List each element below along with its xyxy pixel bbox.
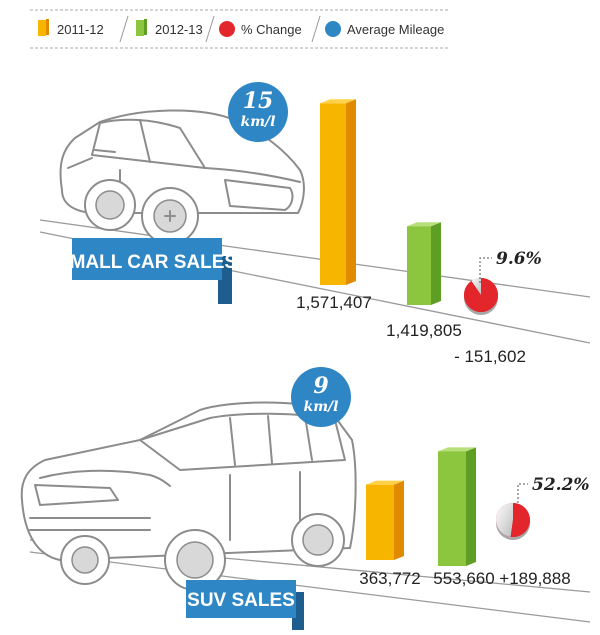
bar-suv-2012-13 [438, 451, 466, 566]
legend-label-2011-12: 2011-12 [57, 22, 104, 37]
legend-swatch-2012-13 [136, 20, 144, 36]
bar-suv-2011-12-side [394, 480, 404, 560]
legend-separator [311, 15, 321, 43]
legend-separator [205, 15, 215, 43]
banner-face [72, 238, 222, 280]
mileage-value: 9 [313, 373, 328, 399]
callout-leader [479, 257, 492, 283]
mileage-value: 15 [243, 88, 274, 114]
bar-suv-2012-13-top [438, 447, 476, 452]
legend-item-mileage: Average Mileage [325, 21, 444, 37]
small-car-value-2012-13: 1,419,805 [386, 321, 462, 340]
ground-line [29, 551, 591, 623]
callout-leader [517, 483, 528, 503]
legend-item-2011-12: 2011-12 [38, 19, 104, 37]
bar-small-car-2012-13-side [431, 222, 441, 305]
bar-suv-2011-12-top [366, 480, 404, 485]
legend-swatch-2011-12-side [46, 19, 49, 35]
mileage-circle [228, 82, 288, 142]
bar-small-car-2011-12 [320, 103, 346, 286]
section-small-car: 15 km/l 9.6% SMALL CAR SALES 1,571,407 1… [39, 82, 591, 366]
legend-swatch-mileage [325, 21, 341, 37]
legend: 2011-12 2012-13 % Change Average Mileage [30, 9, 448, 49]
suv-bars [366, 447, 476, 566]
suv-change-pie [496, 503, 531, 540]
suv-value-2011-12: 363,772 [359, 569, 420, 588]
small-car-banner: SMALL CAR SALES [57, 238, 237, 304]
pie-suv-slice [510, 503, 531, 537]
small-car-bars [320, 99, 441, 305]
pie-small-car-remainder [471, 278, 481, 295]
banner-face [186, 580, 296, 618]
legend-label-change: % Change [241, 22, 302, 37]
legend-item-change: % Change [219, 21, 302, 37]
ground-line [39, 219, 591, 298]
bar-suv-2011-12 [366, 484, 394, 560]
small-car-title: SMALL CAR SALES [57, 252, 237, 273]
suv-change-value: +189,888 [499, 569, 570, 588]
legend-label-mileage: Average Mileage [347, 22, 444, 37]
bar-suv-2012-13-side [466, 447, 476, 566]
small-car-change-pie [463, 278, 498, 315]
mileage-unit: km/l [241, 114, 276, 130]
suv-banner: SUV SALES [186, 580, 304, 630]
suv-illustration [20, 401, 357, 591]
suv-mileage-badge: 9 km/l [291, 367, 351, 427]
bar-small-car-2011-12-side [346, 99, 356, 286]
mileage-unit: km/l [304, 399, 339, 415]
small-car-illustration [59, 109, 305, 245]
pie-small-car-slice [463, 278, 498, 312]
suv-percent-change: 52.2% [532, 475, 590, 495]
bar-small-car-2011-12-top [320, 99, 356, 104]
suv-title: SUV SALES [187, 590, 295, 611]
legend-swatch-2012-13-side [144, 19, 147, 35]
small-car-mileage-badge: 15 km/l [228, 82, 288, 142]
small-car-percent-change: 9.6% [496, 249, 542, 269]
small-car-value-2011-12: 1,571,407 [296, 293, 372, 312]
bar-small-car-2012-13 [407, 226, 431, 305]
mileage-circle [291, 367, 351, 427]
section-suv: 9 km/l 52.2% SUV SALES 363,772 553,660 +… [20, 367, 591, 630]
bar-small-car-2012-13-top [407, 222, 441, 227]
legend-separator [119, 15, 129, 43]
small-car-change-value: - 151,602 [454, 347, 526, 366]
legend-label-2012-13: 2012-13 [155, 22, 203, 37]
legend-swatch-2011-12 [38, 20, 46, 36]
legend-swatch-change [219, 21, 235, 37]
suv-value-2012-13: 553,660 [433, 569, 494, 588]
legend-item-2012-13: 2012-13 [136, 19, 203, 37]
pie-suv-remainder [496, 503, 513, 537]
